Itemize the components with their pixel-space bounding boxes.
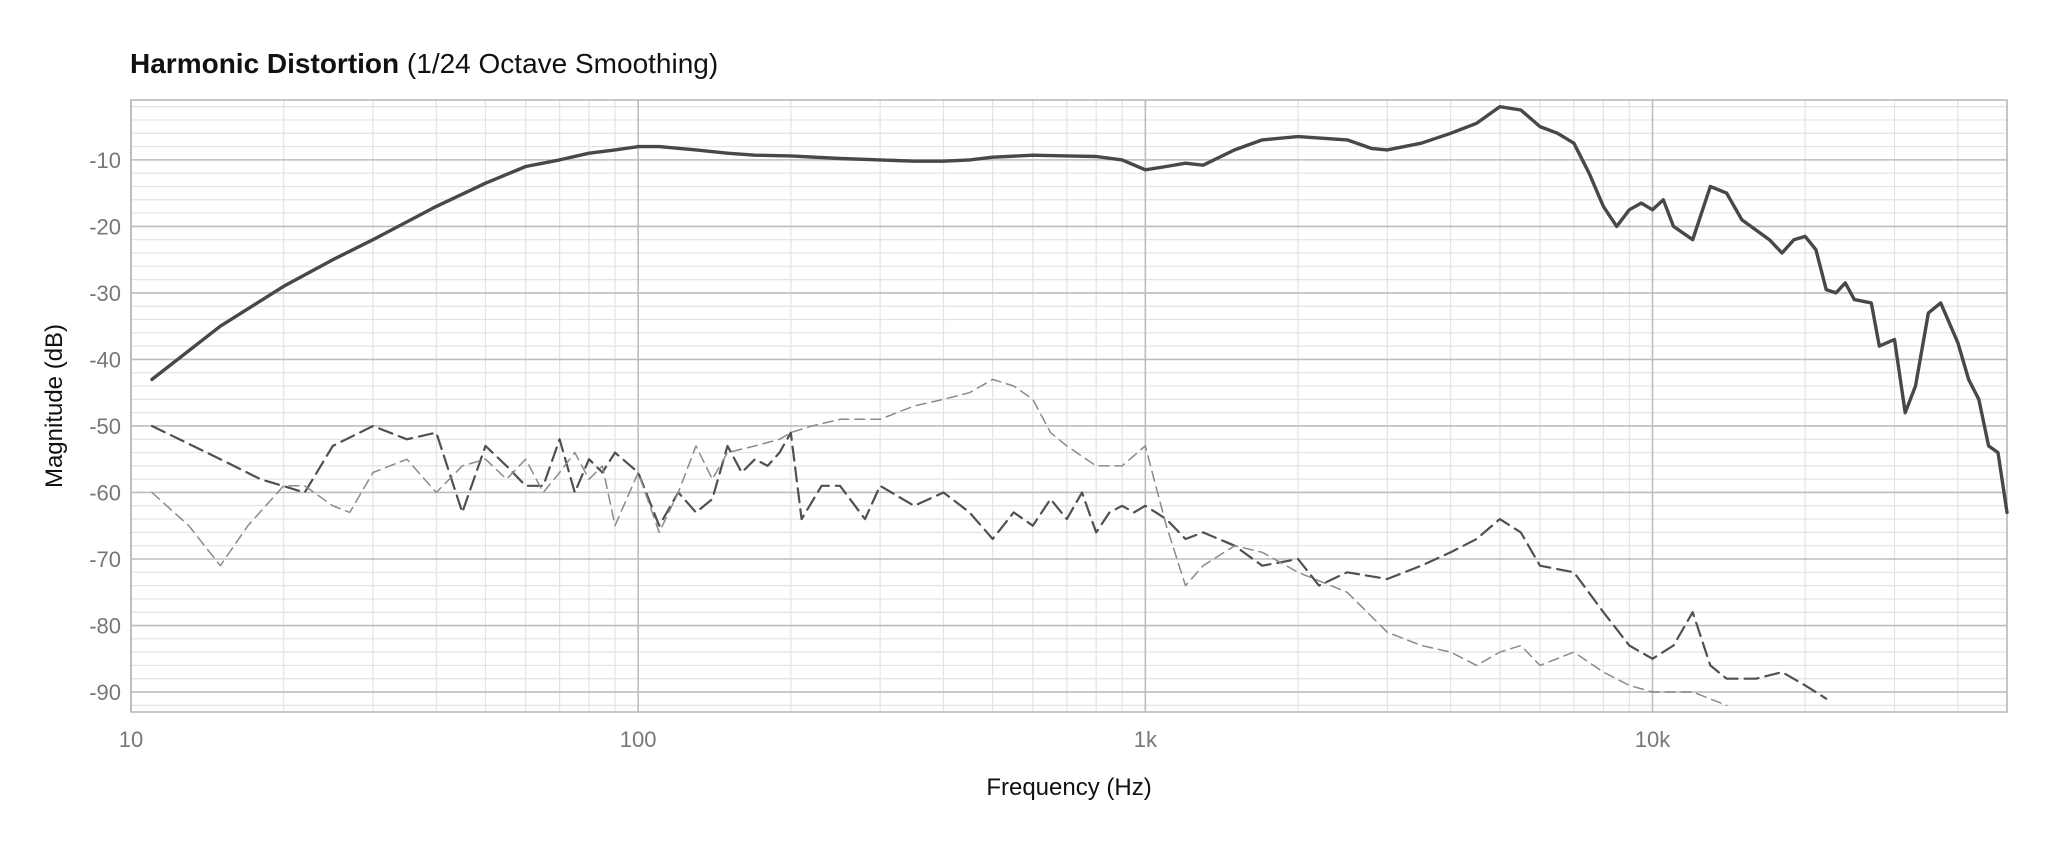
plot-frame: [130, 99, 2008, 713]
chart-subtitle: (1/24 Octave Smoothing): [406, 48, 719, 79]
y-tick-label: -60: [89, 480, 121, 505]
chart-title: Harmonic Distortion (1/24 Octave Smoothi…: [130, 48, 718, 80]
x-tick-label: 10k: [1635, 727, 1671, 752]
series-line-2: [150, 424, 1828, 700]
x-tick-label: 100: [620, 727, 657, 752]
series-line-3: [151, 378, 1728, 707]
y-tick-label: -20: [89, 214, 121, 239]
y-tick-label: -90: [89, 680, 121, 705]
x-tick-label: 10: [119, 727, 143, 752]
y-tick-label: -30: [89, 281, 121, 306]
y-tick-label: -70: [89, 547, 121, 572]
x-axis-title: Frequency (Hz): [986, 774, 1151, 801]
y-tick-label: -10: [89, 148, 121, 173]
x-tick-labels: 10 100 1k 10k: [119, 727, 1671, 752]
y-tick-label: -40: [89, 347, 121, 372]
y-tick-label: -80: [89, 614, 121, 639]
x-tick-label: 1k: [1134, 727, 1158, 752]
grid-minor: [131, 100, 2008, 712]
y-tick-labels: -10 -20 -30 -40 -50 -60 -70 -80 -90: [89, 148, 121, 705]
series-line-1: [150, 105, 2009, 515]
chart-title-main: Harmonic Distortion: [130, 48, 400, 79]
y-tick-label: -50: [89, 414, 121, 439]
y-axis-title: Magnitude (dB): [41, 324, 68, 488]
series-layer: [150, 105, 2009, 707]
grid-major: [130, 100, 2007, 712]
